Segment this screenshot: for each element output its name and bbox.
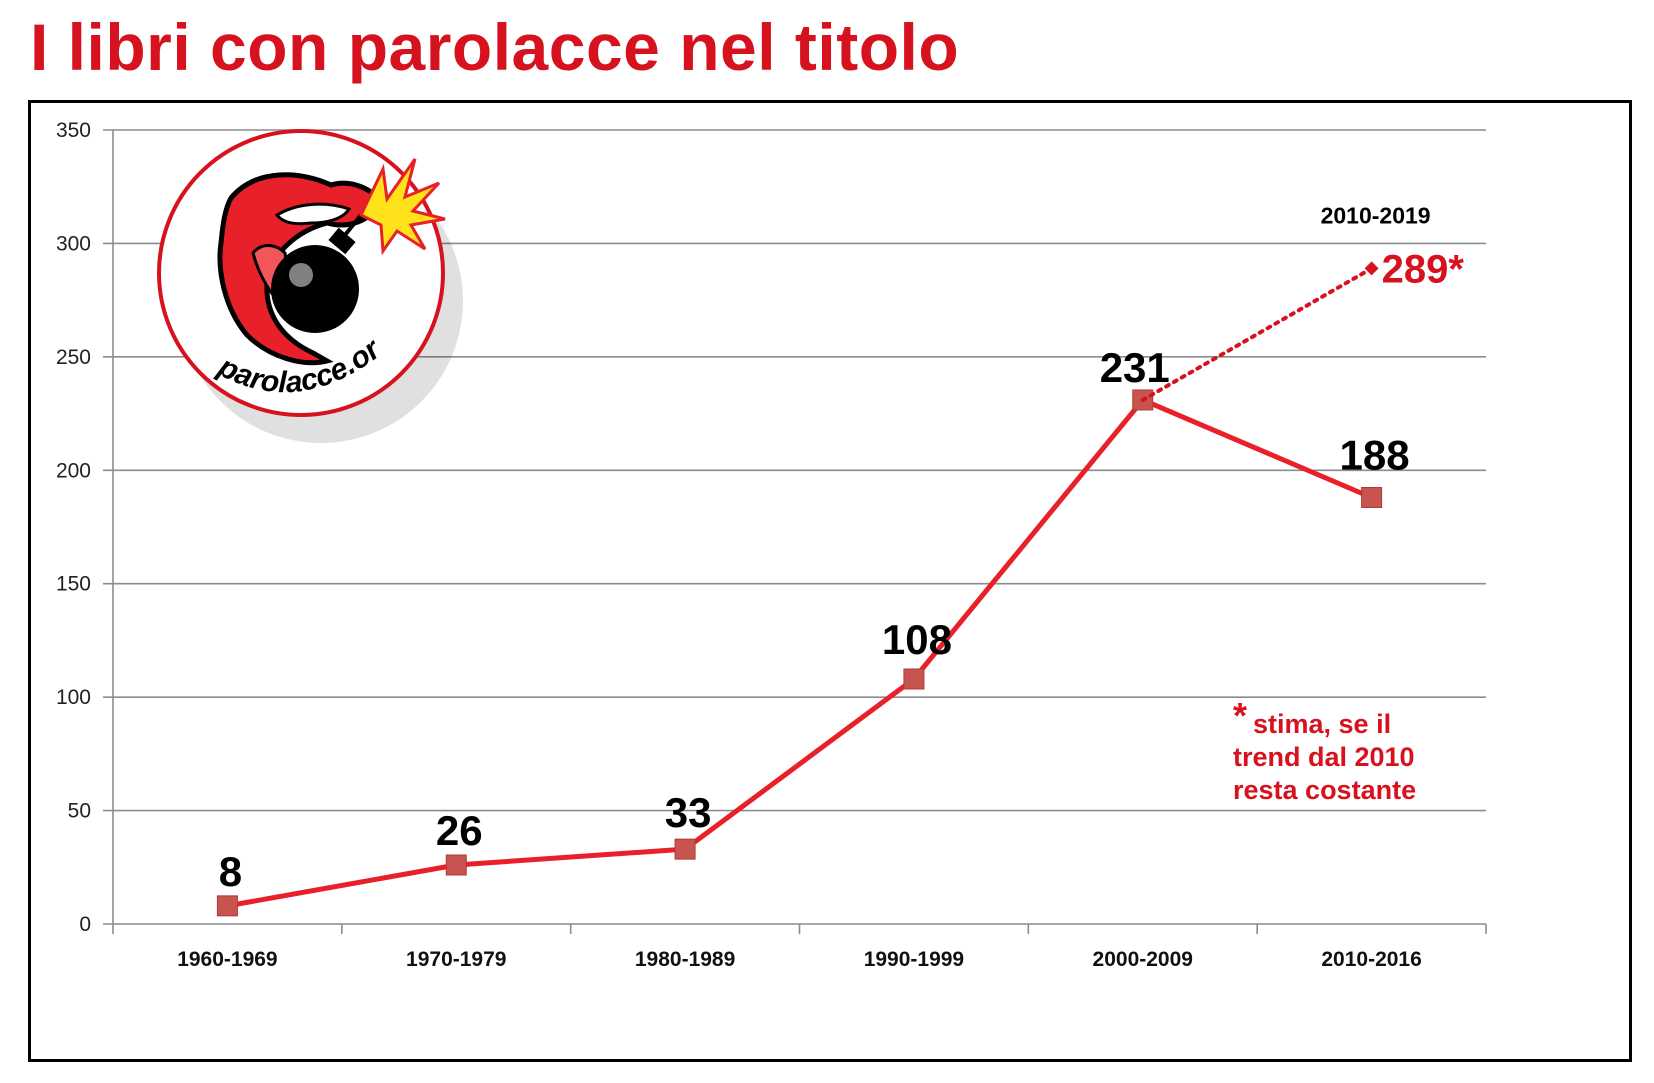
projection-period-label: 2010-2019 bbox=[1321, 202, 1431, 228]
y-tick-label: 50 bbox=[68, 800, 91, 823]
data-point bbox=[903, 668, 925, 690]
data-labels: 8 26 33 108 231 188 bbox=[219, 344, 1410, 895]
projection: 289* 2010-2019 bbox=[1140, 202, 1465, 402]
y-tick-label: 300 bbox=[56, 232, 91, 255]
data-point bbox=[1361, 487, 1383, 509]
data-label: 33 bbox=[665, 789, 712, 836]
page-title: I libri con parolacce nel titolo bbox=[30, 10, 960, 84]
note-marker: * bbox=[1233, 695, 1247, 736]
data-label: 188 bbox=[1340, 432, 1410, 479]
projection-marker bbox=[1364, 261, 1379, 276]
series-markers bbox=[216, 389, 1383, 917]
x-tick-label: 1990-1999 bbox=[864, 948, 964, 971]
x-tick-label: 2010-2016 bbox=[1321, 948, 1421, 971]
data-point bbox=[674, 838, 696, 860]
data-label: 26 bbox=[436, 807, 483, 854]
data-point bbox=[216, 895, 238, 917]
y-tick-label: 350 bbox=[56, 119, 91, 142]
mouth-bomb-icon bbox=[217, 158, 446, 366]
x-tick-label: 1960-1969 bbox=[177, 948, 277, 971]
y-tick-label: 250 bbox=[56, 346, 91, 369]
y-tick-label: 0 bbox=[79, 913, 91, 936]
axes: 0 50 100 150 200 250 300 350 1960-1969 1970-1979 1… bbox=[56, 119, 1487, 971]
data-label: 231 bbox=[1100, 344, 1170, 391]
data-point bbox=[445, 854, 467, 876]
y-tick-label: 200 bbox=[56, 459, 91, 482]
y-tick-label: 150 bbox=[56, 573, 91, 596]
note-line-1: stima, se il bbox=[1253, 709, 1391, 739]
y-tick-label: 100 bbox=[56, 686, 91, 709]
projection-line bbox=[1140, 266, 1374, 402]
series-line bbox=[226, 397, 1373, 909]
series-line-path bbox=[226, 397, 1373, 909]
data-label: 8 bbox=[219, 848, 242, 895]
chart-frame: 0 50 100 150 200 250 300 350 1960-1969 1970-1979 1… bbox=[28, 100, 1632, 1062]
note-line-2: trend dal 2010 bbox=[1233, 742, 1415, 772]
x-tick-label: 1970-1979 bbox=[406, 948, 506, 971]
projection-label: 289* bbox=[1382, 247, 1465, 291]
x-tick-label: 2000-2009 bbox=[1093, 948, 1193, 971]
line-chart: 0 50 100 150 200 250 300 350 1960-1969 1970-1979 1… bbox=[31, 103, 1487, 971]
x-tick-label: 1980-1989 bbox=[635, 948, 735, 971]
note-line-3: resta costante bbox=[1233, 775, 1416, 805]
data-label: 108 bbox=[882, 616, 952, 663]
logo: parolacce.org bbox=[31, 103, 463, 443]
